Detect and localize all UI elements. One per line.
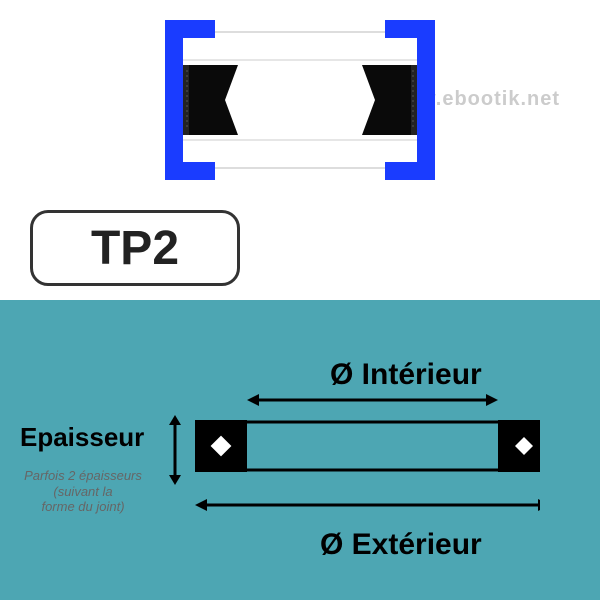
top-panel: www.ebootik.net TP2 [0, 0, 600, 300]
bottom-panel: Epaisseur Ø Intérieur Ø Extérieur Parfoi… [0, 300, 600, 600]
dimension-diagram [80, 340, 540, 560]
seal-profile-diagram [135, 20, 465, 180]
product-code-box: TP2 [30, 210, 240, 286]
product-code: TP2 [91, 221, 179, 276]
